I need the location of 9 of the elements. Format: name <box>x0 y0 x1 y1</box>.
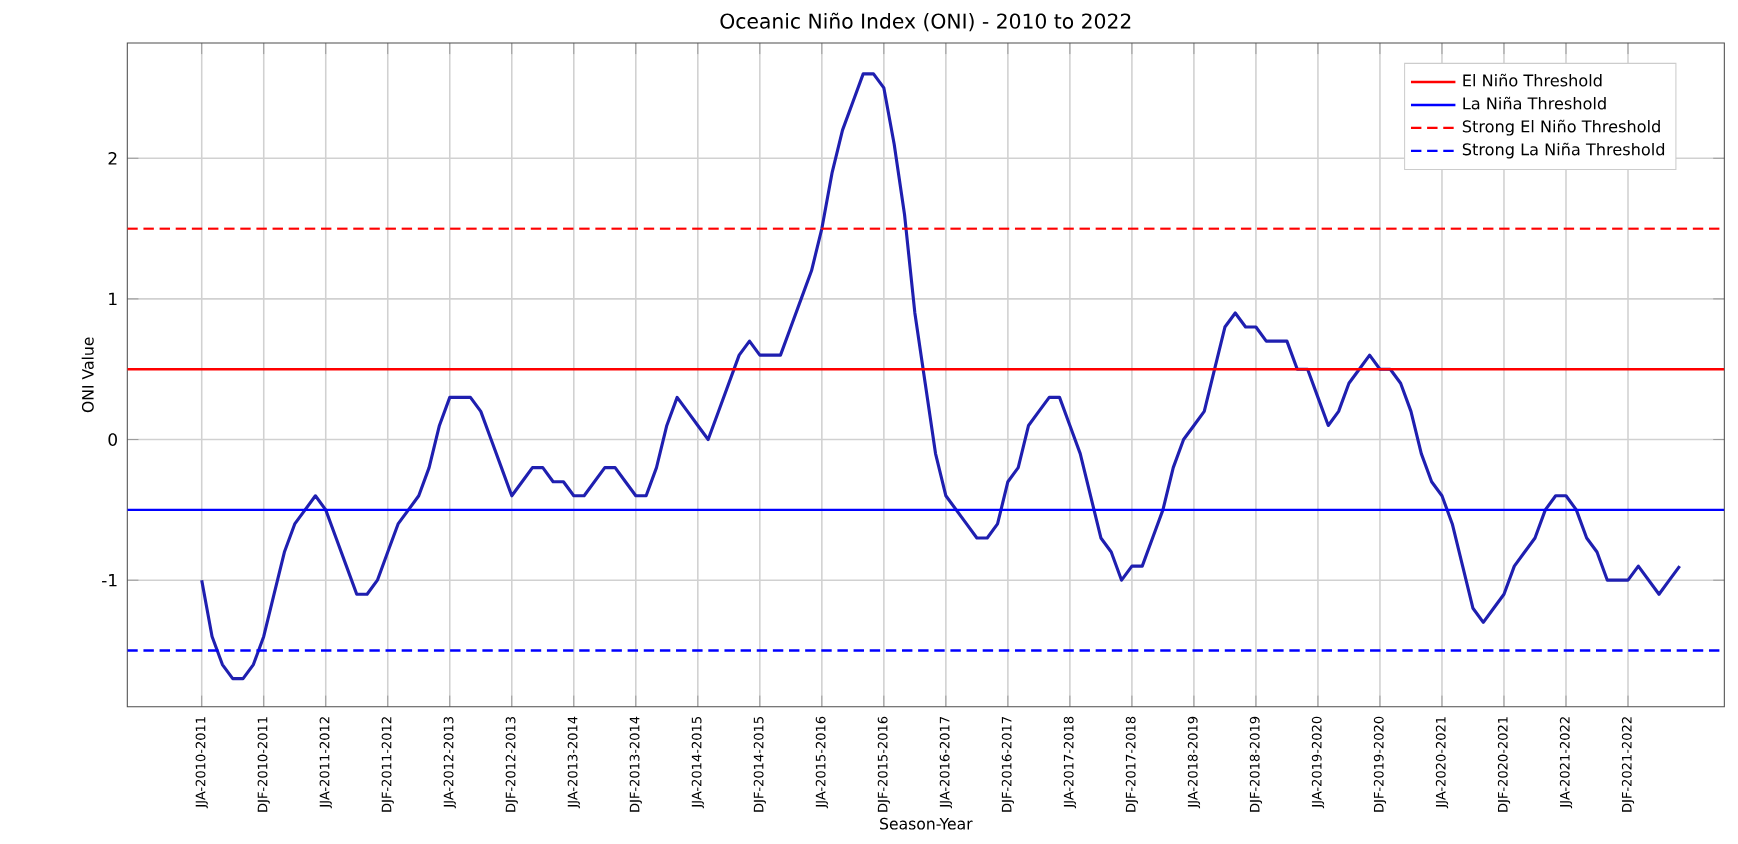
legend-label: Strong La Niña Threshold <box>1462 142 1665 159</box>
y-tick-label: 1 <box>109 293 117 306</box>
legend-label: La Niña Threshold <box>1463 97 1606 110</box>
legend-label: Strong El Niño Threshold <box>1462 119 1660 136</box>
chart-title: Oceanic Niño Index (ONI) - 2010 to 2022 <box>720 12 1131 32</box>
y-tick-label: -1 <box>102 574 117 587</box>
y-tick-label: 2 <box>108 152 117 165</box>
legend-label: El Niño Threshold <box>1463 74 1602 87</box>
y-tick-label: 0 <box>108 433 117 447</box>
